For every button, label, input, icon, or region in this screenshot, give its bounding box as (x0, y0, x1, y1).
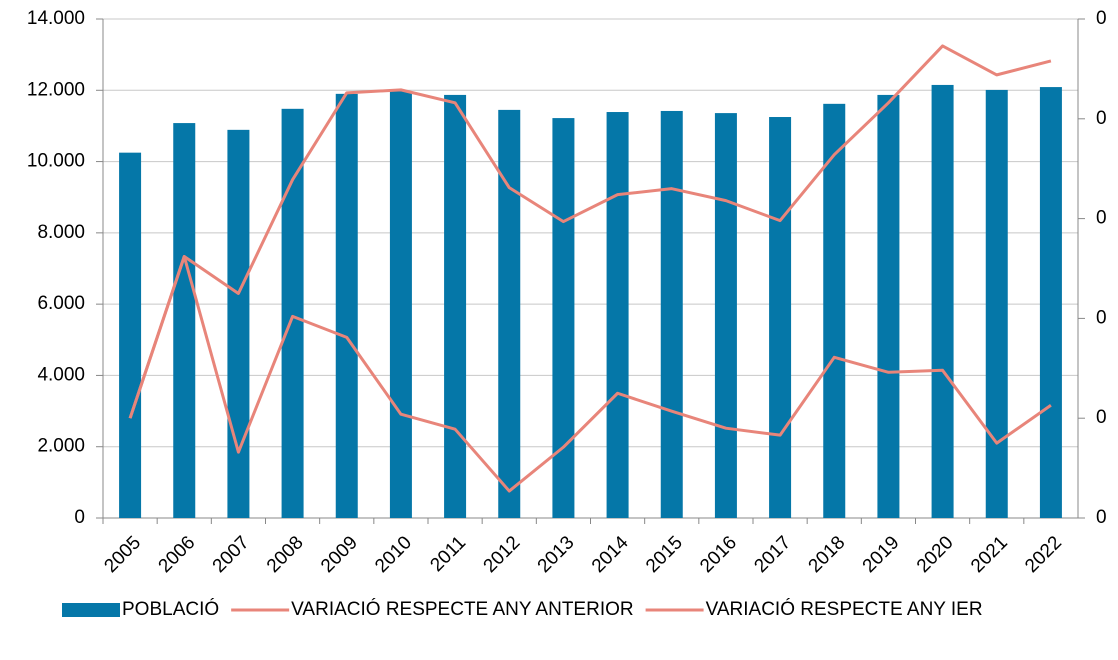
bar (1039, 87, 1062, 519)
x-tick-label: 2005 (100, 532, 145, 577)
x-tick-label: 2006 (155, 532, 200, 577)
x-tick-label: 2021 (967, 532, 1012, 577)
bar (444, 94, 467, 519)
bar (119, 152, 142, 519)
x-tick-label: 2022 (1021, 532, 1066, 577)
legend-swatch (62, 603, 120, 617)
y-tick-label: 14.000 (27, 8, 85, 29)
x-tick-label: 2014 (588, 532, 633, 577)
line (128, 255, 1052, 493)
bar (714, 113, 737, 519)
y-tick-label: 6.000 (37, 293, 85, 314)
bar (877, 94, 900, 519)
legend-label: POBLACIÓ (122, 598, 219, 620)
x-tick-label: 2011 (426, 532, 470, 576)
x-tick-label: 2013 (534, 532, 579, 577)
y2-tick-label: 0 (1096, 8, 1107, 29)
y2-tick-label: 0 (1096, 407, 1107, 428)
x-tick-label: 2010 (371, 532, 416, 577)
x-tick-label: 2017 (750, 532, 795, 577)
y-tick-label: 4.000 (37, 364, 85, 385)
x-tick-label: 2016 (696, 532, 741, 577)
bar (227, 129, 250, 518)
bar (606, 112, 629, 518)
legend-label: VARIACIÓ RESPECTE ANY IER (706, 598, 983, 620)
bar (552, 118, 575, 518)
bar (173, 123, 196, 518)
line (128, 44, 1052, 419)
x-tick-label: 2012 (480, 532, 525, 577)
x-tick-label: 2018 (805, 532, 850, 577)
bar (281, 108, 304, 518)
bar (498, 109, 521, 518)
x-tick-label: 2008 (263, 532, 308, 577)
y-tick-label: 12.000 (27, 79, 85, 100)
y-tick-label: 8.000 (37, 222, 85, 243)
y-tick-label: 2.000 (37, 436, 85, 457)
bar (931, 84, 954, 519)
bar (823, 103, 846, 518)
x-tick-label: 2009 (317, 532, 362, 577)
bar (389, 90, 412, 519)
x-tick-label: 2019 (859, 532, 904, 577)
y2-tick-label: 0 (1096, 307, 1107, 328)
y2-tick-label: 0 (1096, 108, 1107, 129)
y2-tick-label: 0 (1096, 208, 1107, 229)
bar (660, 110, 683, 519)
x-tick-label: 2015 (642, 532, 687, 577)
y-tick-label: 10.000 (27, 151, 85, 172)
legend-label: VARIACIÓ RESPECTE ANY ANTERIOR (291, 598, 633, 620)
x-tick-label: 2007 (209, 532, 254, 577)
x-tick-label: 2020 (913, 532, 958, 577)
bar (985, 89, 1008, 518)
bar (769, 117, 792, 519)
y2-tick-label: 0 (1096, 507, 1107, 528)
bar (335, 93, 358, 518)
y-tick-label: 0 (74, 507, 85, 528)
